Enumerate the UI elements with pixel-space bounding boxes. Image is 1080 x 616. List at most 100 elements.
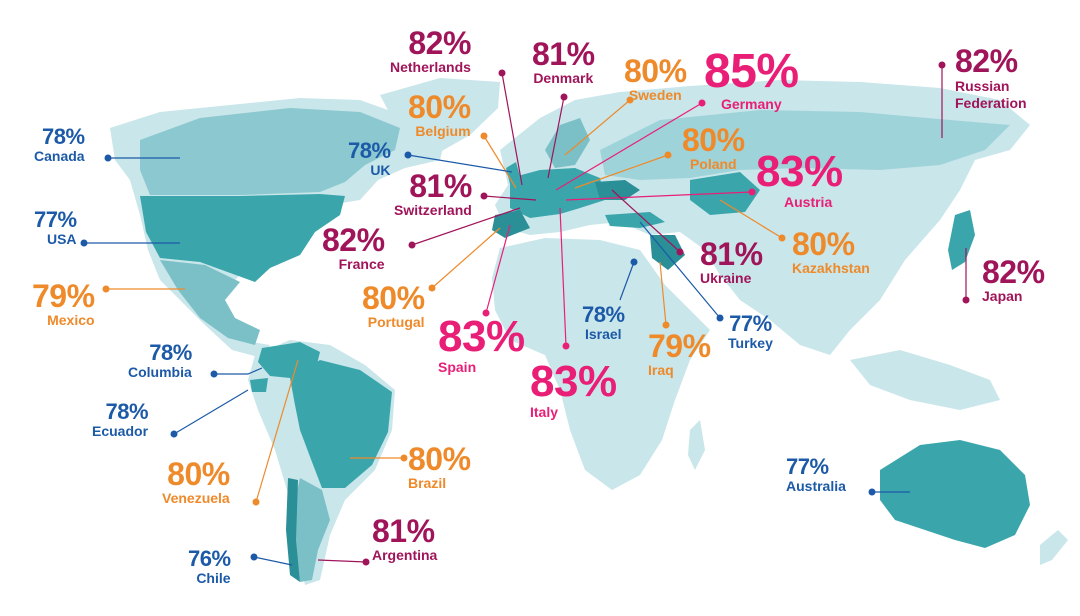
- name-belgium: Belgium: [415, 123, 471, 139]
- name-russia: Russian Federation: [955, 78, 1027, 111]
- pct-venezuela: 80%: [167, 456, 230, 492]
- pct-spain: 83%: [438, 312, 525, 361]
- leader-line-uk: [407, 154, 513, 173]
- pct-iraq: 79%: [648, 328, 711, 364]
- leader-dot-usa: [80, 239, 88, 247]
- region-europe: [510, 168, 605, 218]
- leader-dot-japan: [962, 296, 970, 304]
- name-denmark: Denmark: [533, 70, 594, 86]
- name-portugal: Portugal: [367, 314, 425, 330]
- leader-dot-denmark: [560, 93, 568, 101]
- leader-dot-belgium: [480, 132, 488, 140]
- leader-dot-turkey: [716, 314, 724, 322]
- label-sweden: 80% Sweden: [624, 55, 687, 102]
- land-japan: [948, 210, 975, 270]
- region-iberia: [492, 210, 530, 238]
- land-africa: [492, 238, 710, 490]
- leader-line-netherlands: [501, 72, 523, 186]
- leader-dot-iraq: [662, 321, 670, 329]
- name-switzerland: Switzerland: [394, 202, 472, 218]
- name-australia: Australia: [786, 478, 846, 494]
- pct-switzerland: 81%: [409, 168, 472, 204]
- pct-italy: 83%: [530, 357, 617, 406]
- region-ukraine-russia-west: [595, 180, 640, 200]
- pct-columbia: 78%: [149, 340, 192, 365]
- land-greenland: [380, 78, 500, 152]
- label-japan: 82% Japan: [982, 256, 1045, 303]
- label-uk: 78% UK: [348, 140, 391, 178]
- name-chile: Chile: [196, 570, 231, 586]
- pct-denmark: 81%: [532, 36, 595, 72]
- leader-line-chile: [253, 556, 293, 566]
- name-italy: Italy: [530, 404, 559, 420]
- name-columbia: Columbia: [128, 364, 192, 380]
- leader-line-ukraine: [611, 189, 681, 253]
- land-australia: [880, 440, 1030, 548]
- pct-ukraine: 81%: [700, 236, 763, 272]
- leader-dot-columbia: [210, 370, 218, 378]
- leader-line-poland: [574, 154, 669, 189]
- leader-line-germany: [555, 102, 703, 191]
- pct-canada: 78%: [42, 124, 85, 149]
- leader-dot-sweden: [626, 96, 634, 104]
- label-brazil: 80% Brazil: [408, 443, 471, 490]
- name-mexico: Mexico: [47, 312, 95, 328]
- region-scandinavia: [545, 118, 590, 168]
- label-ecuador: 78% Ecuador: [92, 401, 149, 439]
- land-madagascar: [688, 420, 705, 470]
- label-germany: 85% Germany: [704, 48, 799, 112]
- label-spain: 83% Spain: [438, 312, 525, 375]
- leader-dot-ecuador: [170, 430, 178, 438]
- leader-dot-netherlands: [498, 69, 506, 77]
- region-ecuador: [250, 378, 268, 392]
- leader-dot-canada: [104, 154, 112, 162]
- leader-dot-spain: [482, 309, 490, 317]
- label-france: 82% France: [322, 224, 385, 271]
- label-denmark: 81% Denmark: [532, 38, 595, 85]
- leader-dot-germany: [698, 99, 706, 107]
- label-chile: 76% Chile: [188, 548, 231, 586]
- leader-dot-argentina: [362, 558, 370, 566]
- pct-poland: 80%: [682, 122, 745, 158]
- name-venezuela: Venezuela: [162, 490, 230, 506]
- leader-dot-mexico: [102, 285, 110, 293]
- leader-dot-austria: [748, 188, 756, 196]
- pct-argentina: 81%: [372, 513, 435, 549]
- leader-line-switzerland: [483, 195, 537, 201]
- pct-mexico: 79%: [32, 278, 95, 314]
- leader-line-austria: [565, 191, 753, 201]
- leader-dot-uk: [404, 151, 412, 159]
- name-kazakhstan: Kazakhstan: [792, 260, 870, 276]
- label-austria: 83% Austria: [756, 150, 843, 210]
- pct-netherlands: 82%: [408, 25, 471, 61]
- region-chile: [286, 478, 300, 582]
- leader-dot-ukraine: [676, 248, 684, 256]
- leader-line-turkey: [639, 221, 721, 319]
- pct-kazakhstan: 80%: [792, 226, 855, 262]
- pct-belgium: 80%: [408, 89, 471, 125]
- leader-dot-australia: [868, 488, 876, 496]
- pct-russia: 82%: [955, 43, 1018, 79]
- pct-brazil: 80%: [408, 441, 471, 477]
- leader-line-italy: [559, 207, 567, 347]
- label-canada: 78% Canada: [34, 124, 85, 164]
- label-ukraine: 81% Ukraine: [700, 238, 763, 285]
- label-israel: 78% Israel: [582, 304, 625, 342]
- surveyed-countries: [140, 108, 1010, 582]
- leader-dot-venezuela: [252, 498, 260, 506]
- leader-dot-russia: [938, 61, 946, 69]
- leader-line-spain: [485, 224, 511, 314]
- leader-line-columbia: [214, 367, 263, 375]
- leader-dot-israel: [630, 258, 638, 266]
- pct-sweden: 80%: [624, 53, 687, 89]
- label-kazakhstan: 80% Kazakhstan: [792, 228, 870, 275]
- leader-dot-italy: [562, 342, 570, 350]
- name-france: France: [338, 256, 385, 272]
- leader-line-argentina: [317, 559, 367, 563]
- leader-dot-poland: [664, 151, 672, 159]
- name-usa: USA: [46, 231, 77, 247]
- name-germany: Germany: [720, 96, 782, 112]
- label-belgium: 80% Belgium: [408, 91, 471, 138]
- leader-lines: [80, 61, 970, 566]
- pct-france: 82%: [322, 222, 385, 258]
